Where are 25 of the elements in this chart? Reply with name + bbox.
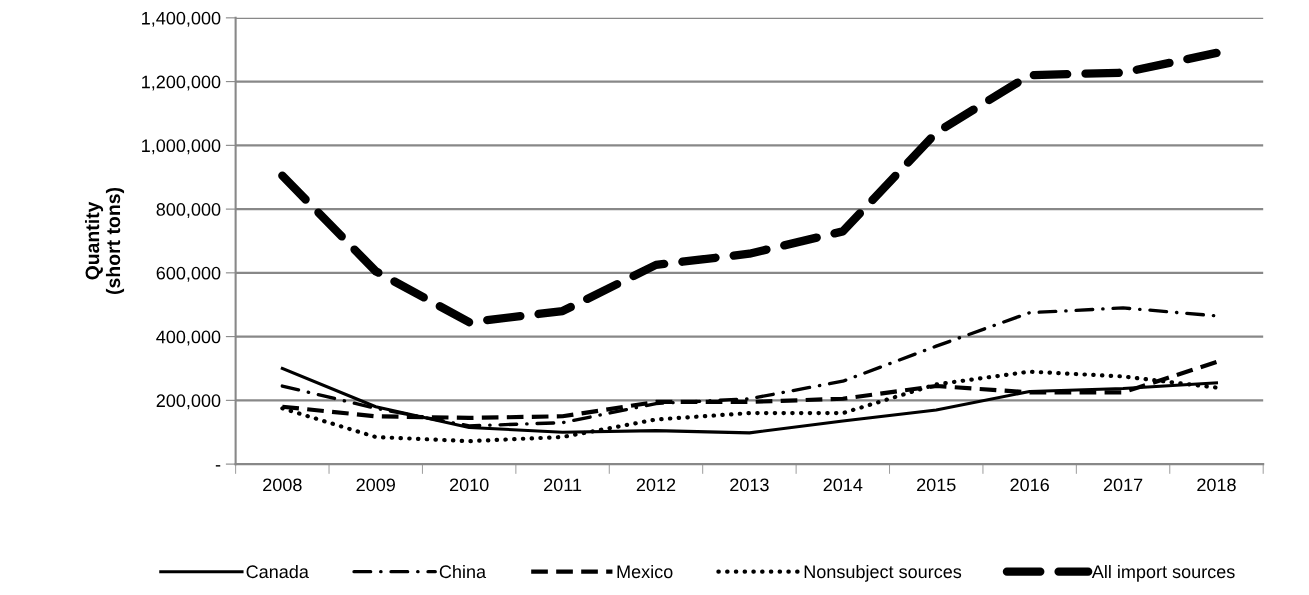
y-axis-title: Quantity (short tons) xyxy=(84,187,125,295)
x-tick-label: 2018 xyxy=(1197,478,1236,492)
x-tick-label: 2017 xyxy=(1103,478,1143,492)
y-tick-label: 400,000 xyxy=(156,330,221,346)
x-tick-label: 2011 xyxy=(544,478,582,492)
legend-label: Mexico xyxy=(617,564,673,579)
y-tick-label: 1,400,000 xyxy=(142,11,221,27)
x-tick-label: 2010 xyxy=(449,478,489,492)
x-tick-label: 2008 xyxy=(263,478,302,492)
x-tick-label: 2012 xyxy=(636,478,676,492)
x-tick-label: 2014 xyxy=(823,478,863,492)
y-tick-label: 800,000 xyxy=(156,203,221,218)
y-tick-label: 1,200,000 xyxy=(142,75,221,91)
legend-label: All import sources xyxy=(1091,564,1235,582)
x-tick-label: 2016 xyxy=(1010,478,1049,492)
x-tick-label: 2009 xyxy=(356,478,395,492)
y-tick-label: 200,000 xyxy=(156,394,221,410)
y-tick-label: 600,000 xyxy=(156,266,221,282)
x-tick-label: 2015 xyxy=(917,478,956,492)
y-tick-label: - xyxy=(215,465,221,467)
legend-label: China xyxy=(439,564,487,579)
legend-label: Nonsubject sources xyxy=(804,564,962,582)
legend-label: Canada xyxy=(246,564,309,579)
y-tick-label: 1,000,000 xyxy=(142,139,221,155)
x-tick-label: 2013 xyxy=(730,478,769,492)
